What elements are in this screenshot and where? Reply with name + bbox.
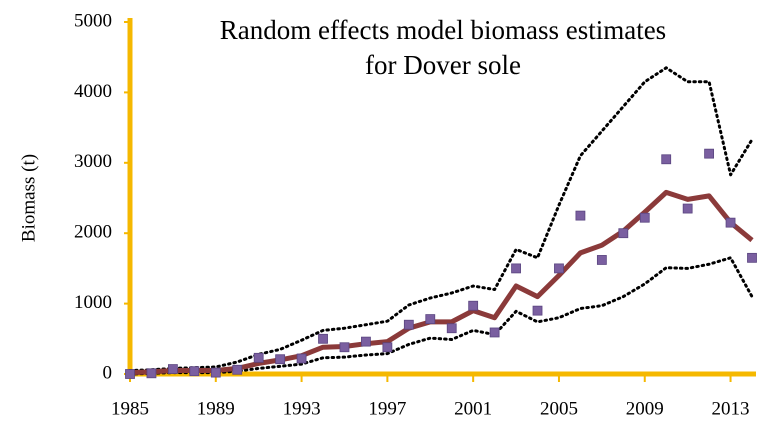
point — [167, 364, 178, 374]
point — [275, 354, 286, 365]
point — [403, 319, 414, 330]
point — [189, 366, 200, 377]
y-tick-label: 5000 — [74, 10, 112, 31]
point — [339, 342, 350, 353]
line — [129, 189, 754, 376]
point — [747, 252, 757, 263]
point — [146, 368, 157, 379]
line — [128, 66, 754, 372]
y-tick-label: 2000 — [74, 222, 112, 243]
point — [639, 212, 650, 223]
chart-title: for Dover sole — [365, 50, 521, 80]
point — [232, 364, 243, 375]
point — [125, 369, 135, 379]
point — [596, 255, 607, 265]
point — [318, 333, 328, 344]
x-tick-label: 1997 — [368, 398, 406, 419]
y-axis-label: Biomass (t) — [18, 154, 39, 242]
point — [489, 327, 500, 338]
x-tick-label: 1993 — [283, 398, 321, 419]
chart-title: Random effects model biomass estimates — [220, 15, 666, 45]
point — [382, 342, 393, 353]
point — [296, 353, 307, 364]
point — [361, 336, 371, 347]
y-tick-label: 1000 — [74, 292, 112, 313]
x-tick-label: 2009 — [626, 398, 664, 419]
x-tick-label: 2005 — [540, 398, 578, 419]
point — [554, 263, 564, 274]
point — [210, 367, 221, 378]
point — [511, 263, 521, 274]
point — [661, 154, 672, 165]
x-tick-label: 2001 — [454, 398, 492, 419]
y-tick-label: 0 — [103, 362, 113, 383]
x-tick-label: 2013 — [712, 398, 750, 419]
x-tick-label: 1989 — [197, 398, 235, 419]
y-tick-label: 3000 — [74, 151, 112, 172]
point — [575, 210, 586, 221]
point — [704, 148, 715, 159]
point — [468, 300, 479, 311]
line — [128, 256, 754, 376]
x-tick-label: 1985 — [111, 398, 149, 419]
point — [425, 314, 436, 324]
point — [725, 217, 736, 228]
point — [618, 228, 629, 239]
point — [446, 323, 457, 334]
point — [253, 352, 264, 363]
point — [682, 203, 693, 214]
y-tick-label: 4000 — [74, 81, 112, 102]
point — [532, 305, 543, 316]
